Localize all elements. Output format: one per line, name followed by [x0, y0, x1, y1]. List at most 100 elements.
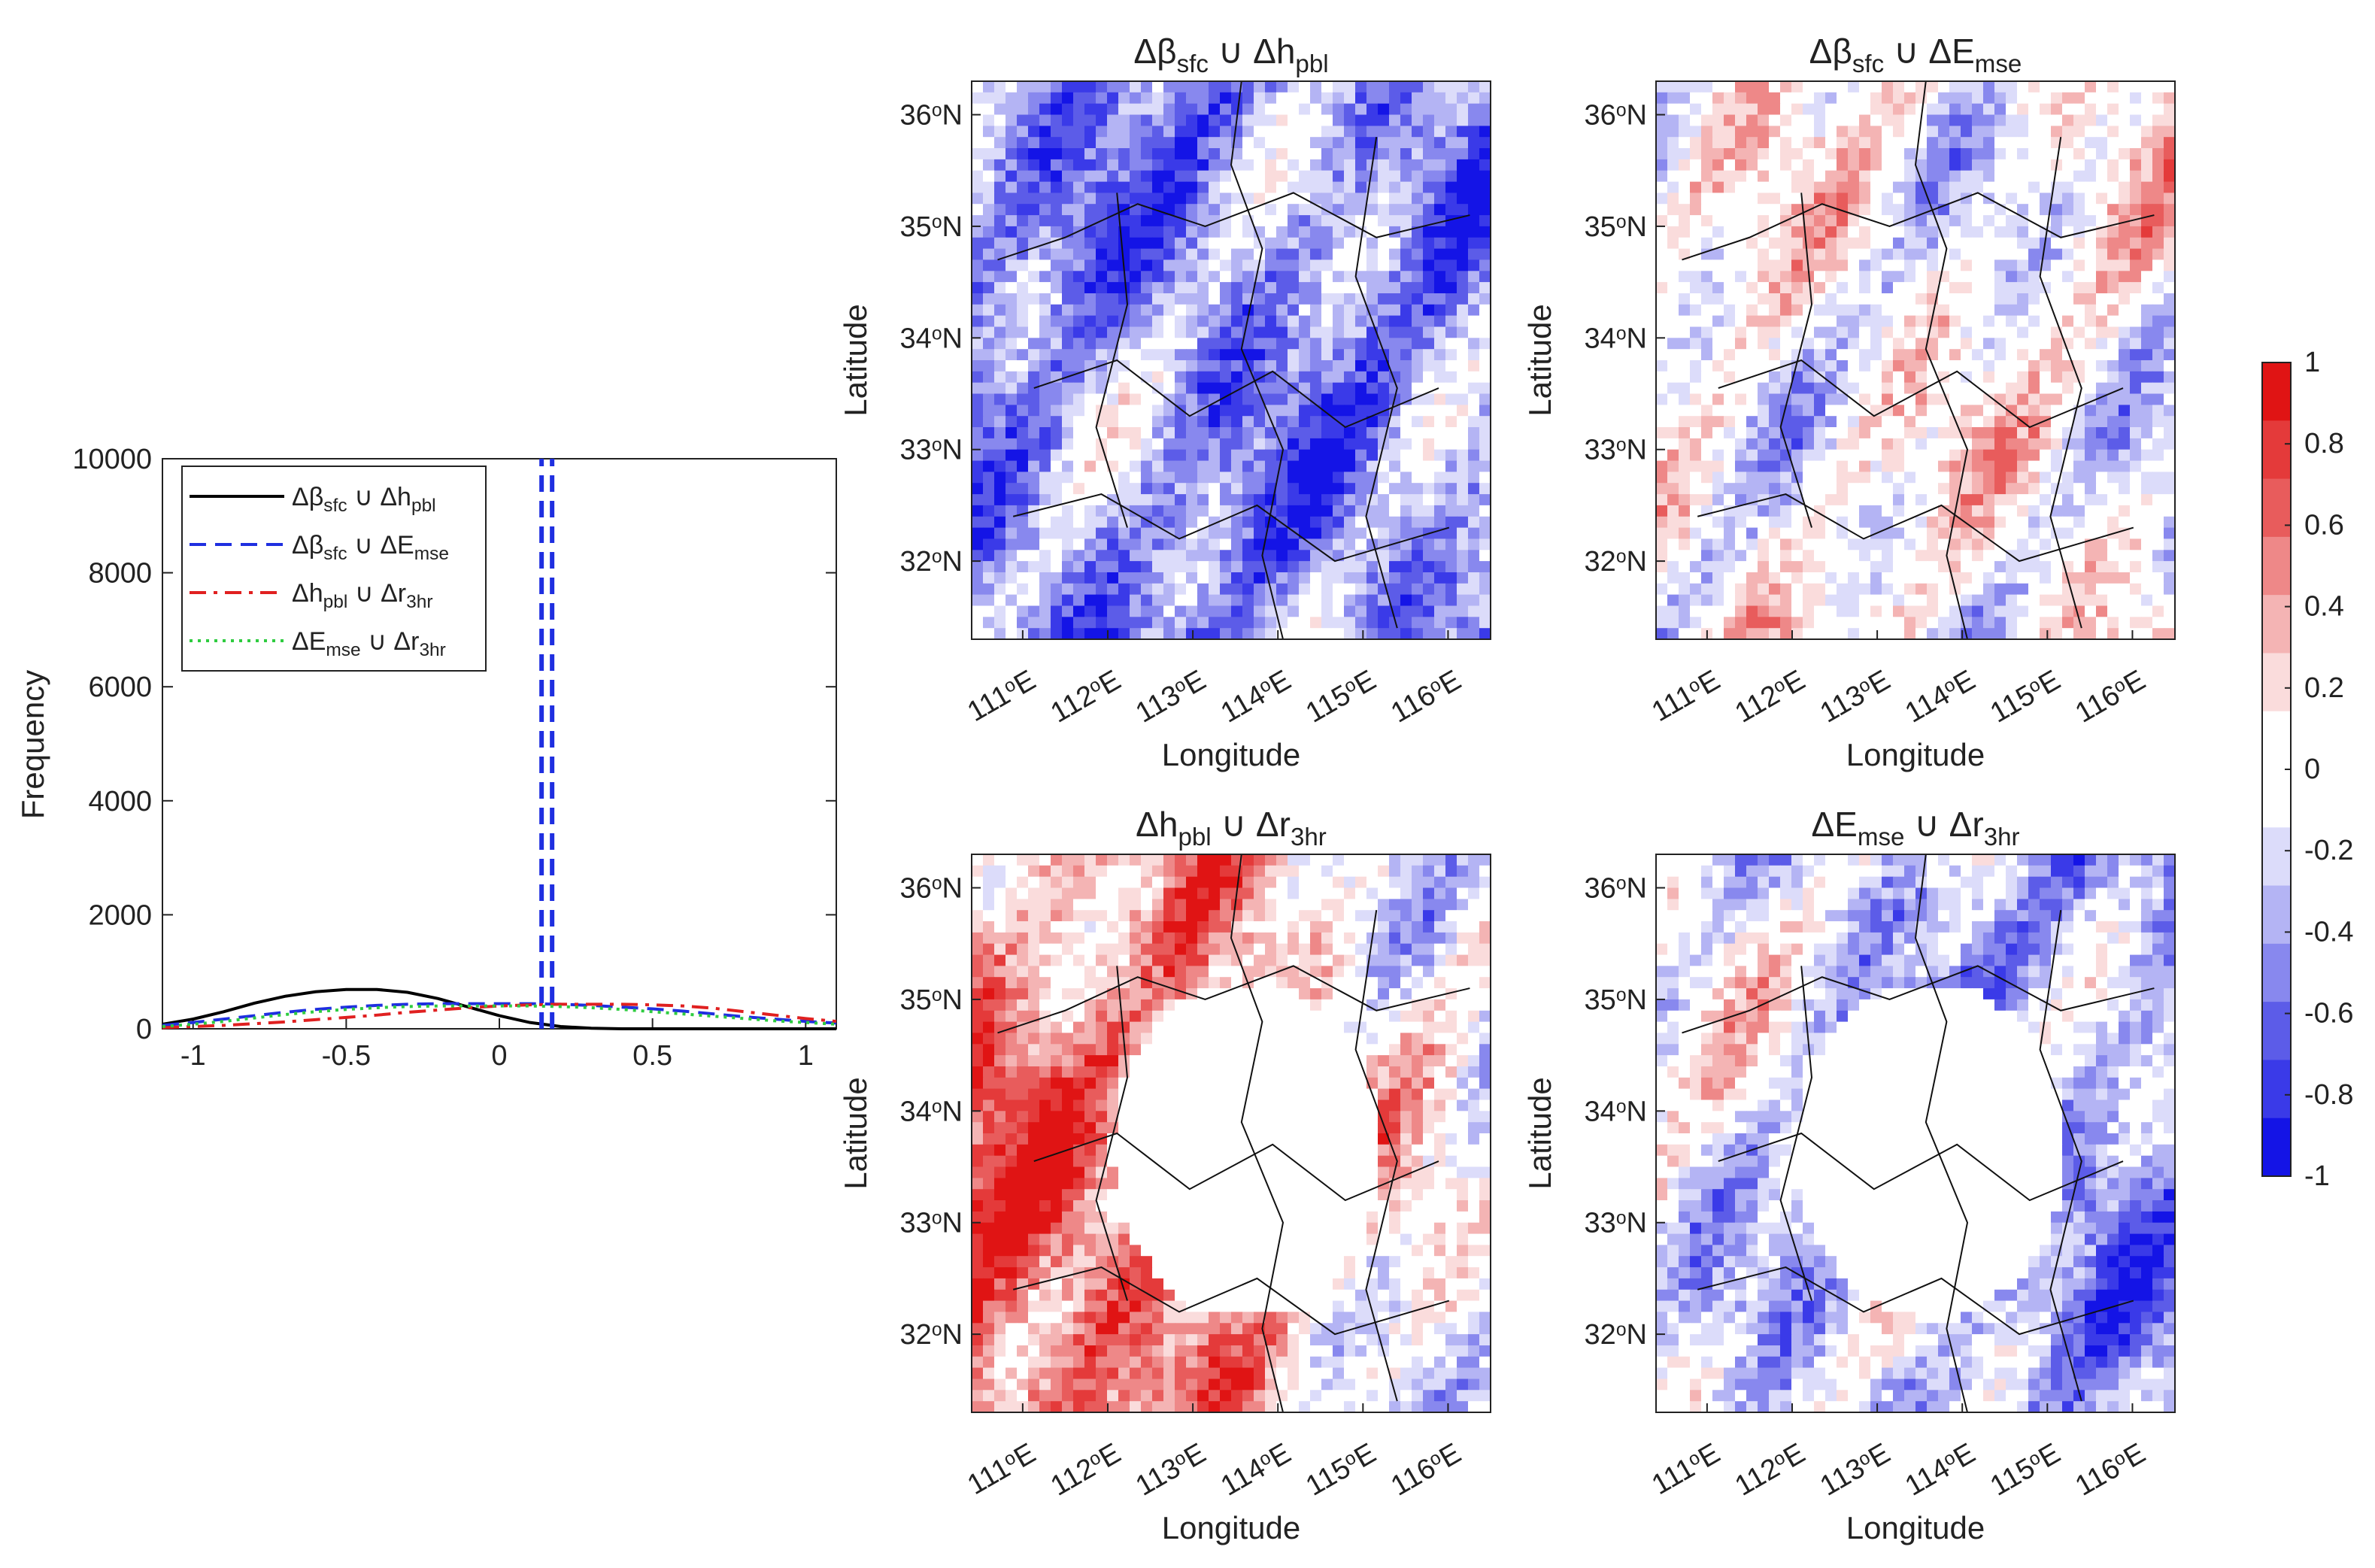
map-cell — [1927, 516, 1939, 529]
map-cell — [1017, 854, 1029, 866]
map-cell — [1412, 494, 1424, 506]
map-cell — [1690, 449, 1702, 462]
map-cell — [1389, 516, 1401, 529]
map-cell — [1006, 483, 1018, 495]
map-cell — [1656, 472, 1668, 484]
map-cell — [1780, 304, 1792, 317]
map-cell — [1679, 159, 1691, 171]
map-cell — [1310, 259, 1322, 271]
map-cell — [1265, 226, 1277, 238]
map-cell — [1746, 472, 1758, 484]
map-cell — [1152, 271, 1164, 283]
map-cell — [1355, 181, 1367, 193]
map-cell — [1825, 237, 1837, 250]
map-cell — [1017, 382, 1029, 395]
map-cell — [2107, 148, 2119, 160]
map-cell — [1656, 550, 1668, 562]
map-cell — [1084, 315, 1097, 327]
lon-tick-label: 115oE — [1300, 664, 1381, 729]
map-cell — [1457, 472, 1469, 484]
map-cell — [1299, 617, 1311, 629]
map-cell — [1220, 494, 1232, 506]
map-cell — [972, 126, 984, 138]
map-cell — [2028, 137, 2040, 149]
map-cell — [983, 114, 995, 126]
map-cell — [1118, 405, 1130, 417]
map-cell — [1927, 315, 1939, 327]
map-cell — [2017, 137, 2029, 149]
map-cell — [1366, 382, 1379, 395]
map-cell — [1321, 304, 1333, 317]
map-cell — [1904, 226, 1916, 238]
map-cell — [2164, 215, 2176, 227]
map-cell — [1434, 583, 1446, 596]
map-cell — [1423, 159, 1435, 171]
map-cell — [1724, 315, 1736, 327]
map-cell — [1152, 483, 1164, 495]
map-cell — [1175, 382, 1187, 395]
map-cell — [1355, 393, 1367, 405]
map-cell — [1679, 282, 1691, 294]
map-cell — [1825, 382, 1837, 395]
map-cell — [1310, 550, 1322, 562]
map-cell — [1321, 483, 1333, 495]
map-cell — [1468, 259, 1480, 271]
map-cell — [1769, 449, 1781, 462]
map-cell — [1209, 427, 1221, 439]
map-cell — [1265, 159, 1277, 171]
map-cell — [1938, 338, 1950, 350]
map-cell — [2107, 550, 2119, 562]
map-cell — [972, 282, 984, 294]
map-cell — [1254, 326, 1266, 338]
map-cell — [1084, 594, 1097, 606]
map-cell — [2085, 81, 2097, 93]
map-cell — [2062, 371, 2074, 384]
map-cell — [1096, 304, 1108, 317]
map-cell — [1893, 237, 1905, 250]
map-cell — [1028, 583, 1040, 596]
map-cell — [1175, 215, 1187, 227]
map-cell — [1163, 137, 1175, 149]
map-cell — [1791, 181, 1803, 193]
map-cell — [2006, 271, 2018, 283]
map-cell — [1927, 583, 1939, 596]
map-cell — [1994, 282, 2006, 294]
map-cell — [2017, 349, 2029, 361]
map-cell — [1468, 126, 1480, 138]
map-cell — [1231, 516, 1243, 529]
map-cell — [1972, 438, 1984, 450]
map-cell — [1231, 237, 1243, 250]
map-cell — [1039, 126, 1051, 138]
map-cell — [1378, 103, 1390, 116]
map-cell — [1938, 460, 1950, 472]
map-cell — [1242, 628, 1254, 640]
map-cell — [1791, 594, 1803, 606]
map-cell — [1893, 293, 1905, 305]
map-cell — [1412, 550, 1424, 562]
map-cell — [2028, 460, 2040, 472]
map-cell — [1006, 561, 1018, 573]
map-cell — [1366, 438, 1379, 450]
map-cell — [1209, 472, 1221, 484]
map-cell — [1457, 865, 1469, 878]
map-cell — [1893, 550, 1905, 562]
map-cell — [1355, 876, 1367, 889]
map-cell — [2006, 349, 2018, 361]
map-cell — [1096, 193, 1108, 205]
map-cell — [1656, 193, 1668, 205]
map-cell — [1938, 561, 1950, 573]
map-cell — [1837, 181, 1849, 193]
map-cell — [1825, 594, 1837, 606]
map-cell — [1915, 550, 1928, 562]
map-cell — [1468, 304, 1480, 317]
map-cell — [1904, 103, 1916, 116]
map-cell — [2040, 204, 2052, 216]
map-cell — [1468, 617, 1480, 629]
map-cell — [1412, 472, 1424, 484]
map-cell — [1825, 516, 1837, 529]
map-cell — [1769, 259, 1781, 271]
map-cell — [1423, 170, 1435, 183]
map-cell — [2141, 605, 2153, 617]
map-cell — [1412, 561, 1424, 573]
map-cell — [1961, 393, 1973, 405]
